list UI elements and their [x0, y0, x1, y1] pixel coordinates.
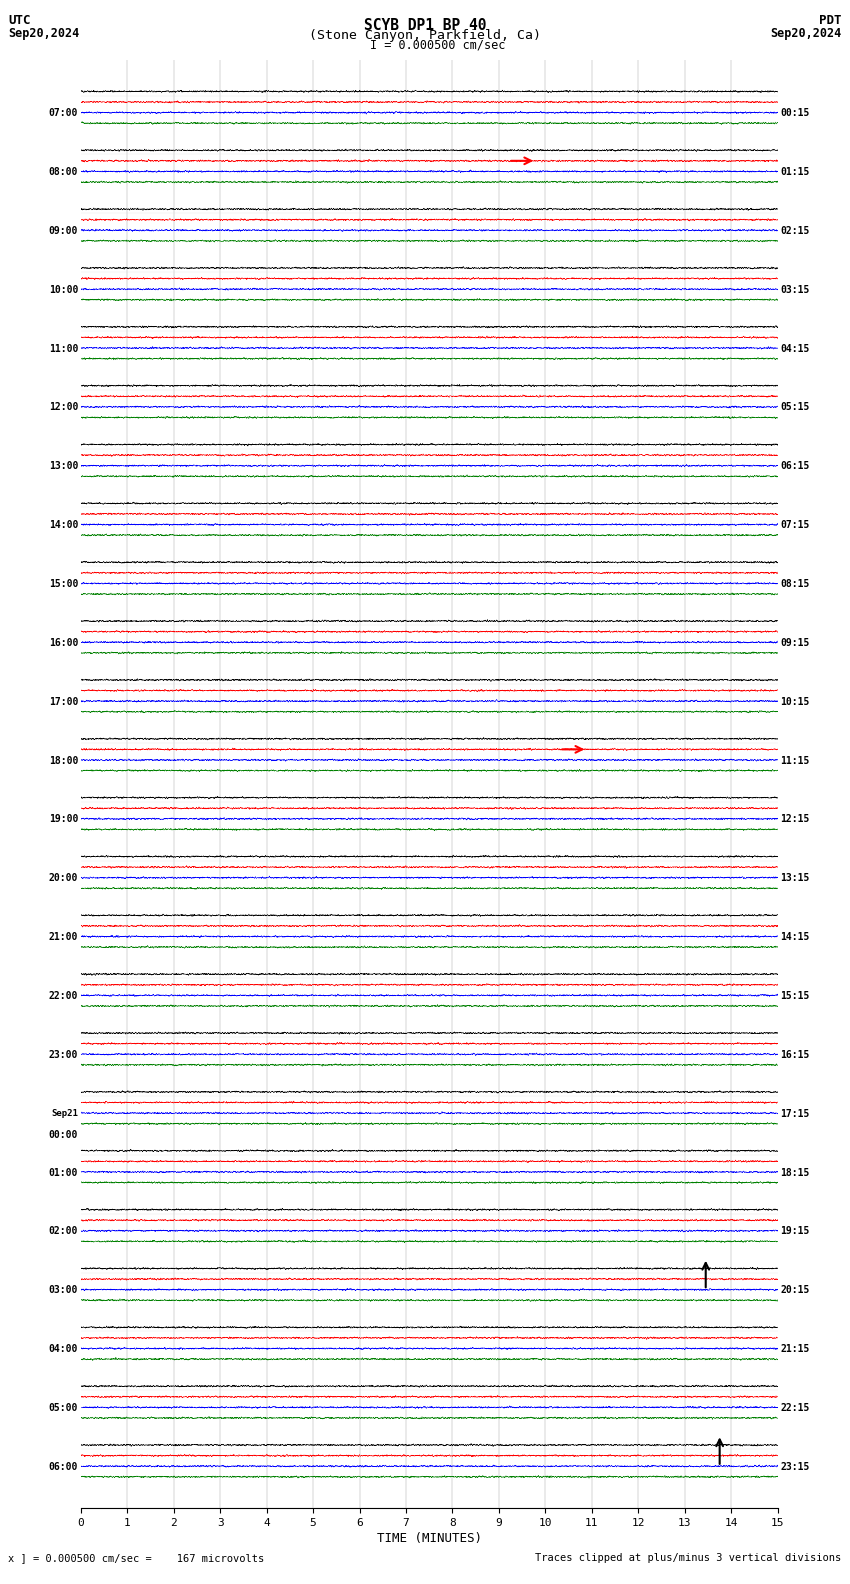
Text: 10:15: 10:15: [780, 697, 810, 706]
Text: 10:00: 10:00: [48, 285, 78, 295]
Text: 05:15: 05:15: [780, 402, 810, 412]
Text: UTC: UTC: [8, 14, 31, 27]
Text: 06:00: 06:00: [48, 1462, 78, 1472]
Text: 16:15: 16:15: [780, 1050, 810, 1060]
Text: 02:15: 02:15: [780, 227, 810, 236]
Text: 09:00: 09:00: [48, 227, 78, 236]
Text: 19:15: 19:15: [780, 1226, 810, 1237]
Text: 23:00: 23:00: [48, 1050, 78, 1060]
Text: 22:15: 22:15: [780, 1403, 810, 1413]
Text: 07:15: 07:15: [780, 520, 810, 531]
Text: 13:15: 13:15: [780, 873, 810, 884]
Text: 00:00: 00:00: [48, 1129, 78, 1140]
Text: 19:00: 19:00: [48, 814, 78, 824]
X-axis label: TIME (MINUTES): TIME (MINUTES): [377, 1532, 482, 1544]
Text: 14:00: 14:00: [48, 520, 78, 531]
Text: Sep21: Sep21: [51, 1109, 78, 1118]
Text: 05:00: 05:00: [48, 1403, 78, 1413]
Text: 15:15: 15:15: [780, 992, 810, 1001]
Text: 12:00: 12:00: [48, 402, 78, 412]
Text: (Stone Canyon, Parkfield, Ca): (Stone Canyon, Parkfield, Ca): [309, 29, 541, 43]
Text: I = 0.000500 cm/sec: I = 0.000500 cm/sec: [370, 38, 505, 52]
Text: Sep20,2024: Sep20,2024: [770, 27, 842, 40]
Text: x ] = 0.000500 cm/sec =    167 microvolts: x ] = 0.000500 cm/sec = 167 microvolts: [8, 1554, 264, 1563]
Text: 11:00: 11:00: [48, 344, 78, 353]
Text: 09:15: 09:15: [780, 638, 810, 648]
Text: 08:00: 08:00: [48, 166, 78, 177]
Text: 08:15: 08:15: [780, 580, 810, 589]
Text: 16:00: 16:00: [48, 638, 78, 648]
Text: 00:15: 00:15: [780, 108, 810, 119]
Text: 18:00: 18:00: [48, 756, 78, 765]
Text: 21:00: 21:00: [48, 931, 78, 942]
Text: 20:15: 20:15: [780, 1285, 810, 1296]
Text: 07:00: 07:00: [48, 108, 78, 119]
Text: 03:15: 03:15: [780, 285, 810, 295]
Text: 02:00: 02:00: [48, 1226, 78, 1237]
Text: 01:00: 01:00: [48, 1167, 78, 1177]
Text: 22:00: 22:00: [48, 992, 78, 1001]
Text: 21:15: 21:15: [780, 1345, 810, 1354]
Text: 13:00: 13:00: [48, 461, 78, 472]
Text: 01:15: 01:15: [780, 166, 810, 177]
Text: 04:00: 04:00: [48, 1345, 78, 1354]
Text: 11:15: 11:15: [780, 756, 810, 765]
Text: 03:00: 03:00: [48, 1285, 78, 1296]
Text: 04:15: 04:15: [780, 344, 810, 353]
Text: 18:15: 18:15: [780, 1167, 810, 1177]
Text: Traces clipped at plus/minus 3 vertical divisions: Traces clipped at plus/minus 3 vertical …: [536, 1554, 842, 1563]
Text: 14:15: 14:15: [780, 931, 810, 942]
Text: SCYB DP1 BP 40: SCYB DP1 BP 40: [364, 17, 486, 33]
Text: 17:00: 17:00: [48, 697, 78, 706]
Text: Sep20,2024: Sep20,2024: [8, 27, 80, 40]
Text: 17:15: 17:15: [780, 1109, 810, 1118]
Text: 06:15: 06:15: [780, 461, 810, 472]
Text: 12:15: 12:15: [780, 814, 810, 824]
Text: 20:00: 20:00: [48, 873, 78, 884]
Text: 15:00: 15:00: [48, 580, 78, 589]
Text: PDT: PDT: [819, 14, 842, 27]
Text: 23:15: 23:15: [780, 1462, 810, 1472]
